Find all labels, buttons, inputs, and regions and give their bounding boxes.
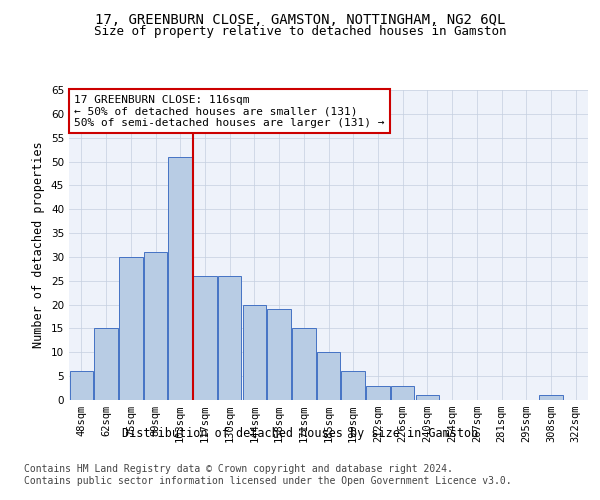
- Y-axis label: Number of detached properties: Number of detached properties: [32, 142, 46, 348]
- Bar: [341, 372, 365, 400]
- Text: 17 GREENBURN CLOSE: 116sqm
← 50% of detached houses are smaller (131)
50% of sem: 17 GREENBURN CLOSE: 116sqm ← 50% of deta…: [74, 94, 385, 128]
- Bar: [218, 276, 241, 400]
- Bar: [416, 395, 439, 400]
- Text: Contains HM Land Registry data © Crown copyright and database right 2024.: Contains HM Land Registry data © Crown c…: [24, 464, 453, 474]
- Text: Size of property relative to detached houses in Gamston: Size of property relative to detached ho…: [94, 25, 506, 38]
- Bar: [144, 252, 167, 400]
- Bar: [193, 276, 217, 400]
- Bar: [70, 372, 93, 400]
- Bar: [119, 257, 143, 400]
- Text: 17, GREENBURN CLOSE, GAMSTON, NOTTINGHAM, NG2 6QL: 17, GREENBURN CLOSE, GAMSTON, NOTTINGHAM…: [95, 12, 505, 26]
- Bar: [539, 395, 563, 400]
- Text: Contains public sector information licensed under the Open Government Licence v3: Contains public sector information licen…: [24, 476, 512, 486]
- Bar: [242, 304, 266, 400]
- Bar: [268, 310, 291, 400]
- Bar: [391, 386, 415, 400]
- Bar: [366, 386, 389, 400]
- Bar: [292, 328, 316, 400]
- Bar: [94, 328, 118, 400]
- Bar: [317, 352, 340, 400]
- Bar: [169, 157, 192, 400]
- Text: Distribution of detached houses by size in Gamston: Distribution of detached houses by size …: [122, 428, 478, 440]
